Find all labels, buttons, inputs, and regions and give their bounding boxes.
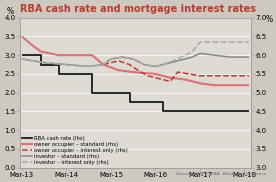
owner occupier – interest only (rhs) — [228, 75, 232, 77]
owner occupier – interest only (rhs) — [109, 62, 113, 64]
investor – standard (rhs) — [131, 58, 135, 60]
Line: owner occupier – standard (rhs): owner occupier – standard (rhs) — [22, 36, 249, 85]
RBA cash rate (lhs) — [91, 73, 94, 75]
investor – standard (rhs) — [102, 64, 105, 66]
owner occupier – interest only (rhs) — [128, 64, 131, 66]
Line: investor – interest only (rhs): investor – interest only (rhs) — [22, 42, 249, 66]
investor – standard (rhs) — [43, 62, 46, 64]
owner occupier – standard (rhs) — [213, 84, 216, 86]
owner occupier – interest only (rhs) — [102, 64, 105, 66]
Y-axis label: %: % — [7, 7, 14, 16]
owner occupier – standard (rhs) — [168, 77, 172, 79]
Text: Sources: APRA, RBA, Westpac Economics.: Sources: APRA, RBA, Westpac Economics. — [176, 172, 268, 176]
owner occupier – interest only (rhs) — [213, 75, 216, 77]
investor – standard (rhs) — [87, 65, 90, 68]
owner occupier – standard (rhs) — [29, 43, 32, 45]
Text: RBA cash rate and mortgage interest rates: RBA cash rate and mortgage interest rate… — [20, 4, 256, 14]
investor – interest only (rhs) — [213, 41, 216, 43]
RBA cash rate (lhs) — [109, 92, 113, 94]
investor – interest only (rhs) — [154, 65, 157, 68]
Legend: RBA cash rate (lhs), owner occupier – standard (rhs), owner occupier – interest : RBA cash rate (lhs), owner occupier – st… — [22, 136, 128, 165]
investor – interest only (rhs) — [20, 58, 23, 60]
owner occupier – standard (rhs) — [131, 71, 135, 73]
investor – interest only (rhs) — [161, 64, 165, 66]
investor – standard (rhs) — [176, 60, 179, 62]
RBA cash rate (lhs) — [161, 110, 165, 112]
investor – standard (rhs) — [65, 64, 68, 66]
Y-axis label: %: % — [266, 15, 273, 24]
Line: owner occupier – interest only (rhs): owner occupier – interest only (rhs) — [103, 61, 249, 82]
investor – standard (rhs) — [198, 52, 201, 54]
investor – interest only (rhs) — [143, 64, 146, 66]
RBA cash rate (lhs) — [176, 110, 179, 112]
investor – standard (rhs) — [191, 56, 194, 58]
RBA cash rate (lhs) — [128, 92, 131, 94]
owner occupier – standard (rhs) — [247, 84, 251, 86]
owner occupier – interest only (rhs) — [139, 71, 142, 73]
owner occupier – interest only (rhs) — [168, 80, 172, 83]
owner occupier – standard (rhs) — [198, 82, 201, 84]
owner occupier – interest only (rhs) — [161, 78, 165, 81]
owner occupier – interest only (rhs) — [198, 75, 201, 77]
RBA cash rate (lhs) — [176, 110, 179, 112]
RBA cash rate (lhs) — [57, 73, 60, 75]
RBA cash rate (lhs) — [39, 64, 42, 66]
investor – standard (rhs) — [143, 64, 146, 66]
owner occupier – standard (rhs) — [39, 50, 42, 53]
investor – interest only (rhs) — [247, 41, 251, 43]
investor – standard (rhs) — [247, 56, 251, 58]
investor – interest only (rhs) — [120, 56, 124, 58]
investor – interest only (rhs) — [191, 50, 194, 53]
investor – interest only (rhs) — [109, 58, 113, 60]
investor – interest only (rhs) — [43, 62, 46, 64]
owner occupier – standard (rhs) — [117, 69, 120, 71]
investor – interest only (rhs) — [131, 58, 135, 60]
owner occupier – standard (rhs) — [228, 84, 232, 86]
investor – standard (rhs) — [120, 56, 124, 58]
investor – interest only (rhs) — [198, 41, 201, 43]
investor – interest only (rhs) — [102, 64, 105, 66]
owner occupier – standard (rhs) — [57, 54, 60, 56]
owner occupier – standard (rhs) — [20, 35, 23, 37]
investor – interest only (rhs) — [228, 41, 232, 43]
investor – interest only (rhs) — [176, 58, 179, 60]
owner occupier – standard (rhs) — [91, 54, 94, 56]
investor – standard (rhs) — [109, 58, 113, 60]
owner occupier – interest only (rhs) — [247, 75, 251, 77]
RBA cash rate (lhs) — [128, 101, 131, 103]
RBA cash rate (lhs) — [20, 54, 23, 56]
owner occupier – interest only (rhs) — [117, 60, 120, 62]
Line: RBA cash rate (lhs): RBA cash rate (lhs) — [22, 55, 249, 111]
RBA cash rate (lhs) — [247, 110, 251, 112]
investor – standard (rhs) — [20, 58, 23, 60]
investor – interest only (rhs) — [65, 64, 68, 66]
RBA cash rate (lhs) — [91, 92, 94, 94]
investor – interest only (rhs) — [87, 65, 90, 68]
Line: investor – standard (rhs): investor – standard (rhs) — [22, 53, 249, 66]
owner occupier – standard (rhs) — [102, 64, 105, 66]
owner occupier – interest only (rhs) — [154, 77, 157, 79]
owner occupier – interest only (rhs) — [146, 75, 150, 77]
owner occupier – interest only (rhs) — [176, 71, 179, 73]
owner occupier – standard (rhs) — [184, 78, 187, 81]
RBA cash rate (lhs) — [109, 92, 113, 94]
investor – interest only (rhs) — [206, 41, 209, 43]
investor – standard (rhs) — [161, 64, 165, 66]
owner occupier – standard (rhs) — [154, 73, 157, 75]
RBA cash rate (lhs) — [57, 64, 60, 66]
RBA cash rate (lhs) — [161, 101, 165, 103]
investor – standard (rhs) — [228, 56, 232, 58]
investor – standard (rhs) — [213, 54, 216, 56]
RBA cash rate (lhs) — [39, 54, 42, 56]
investor – standard (rhs) — [154, 65, 157, 68]
